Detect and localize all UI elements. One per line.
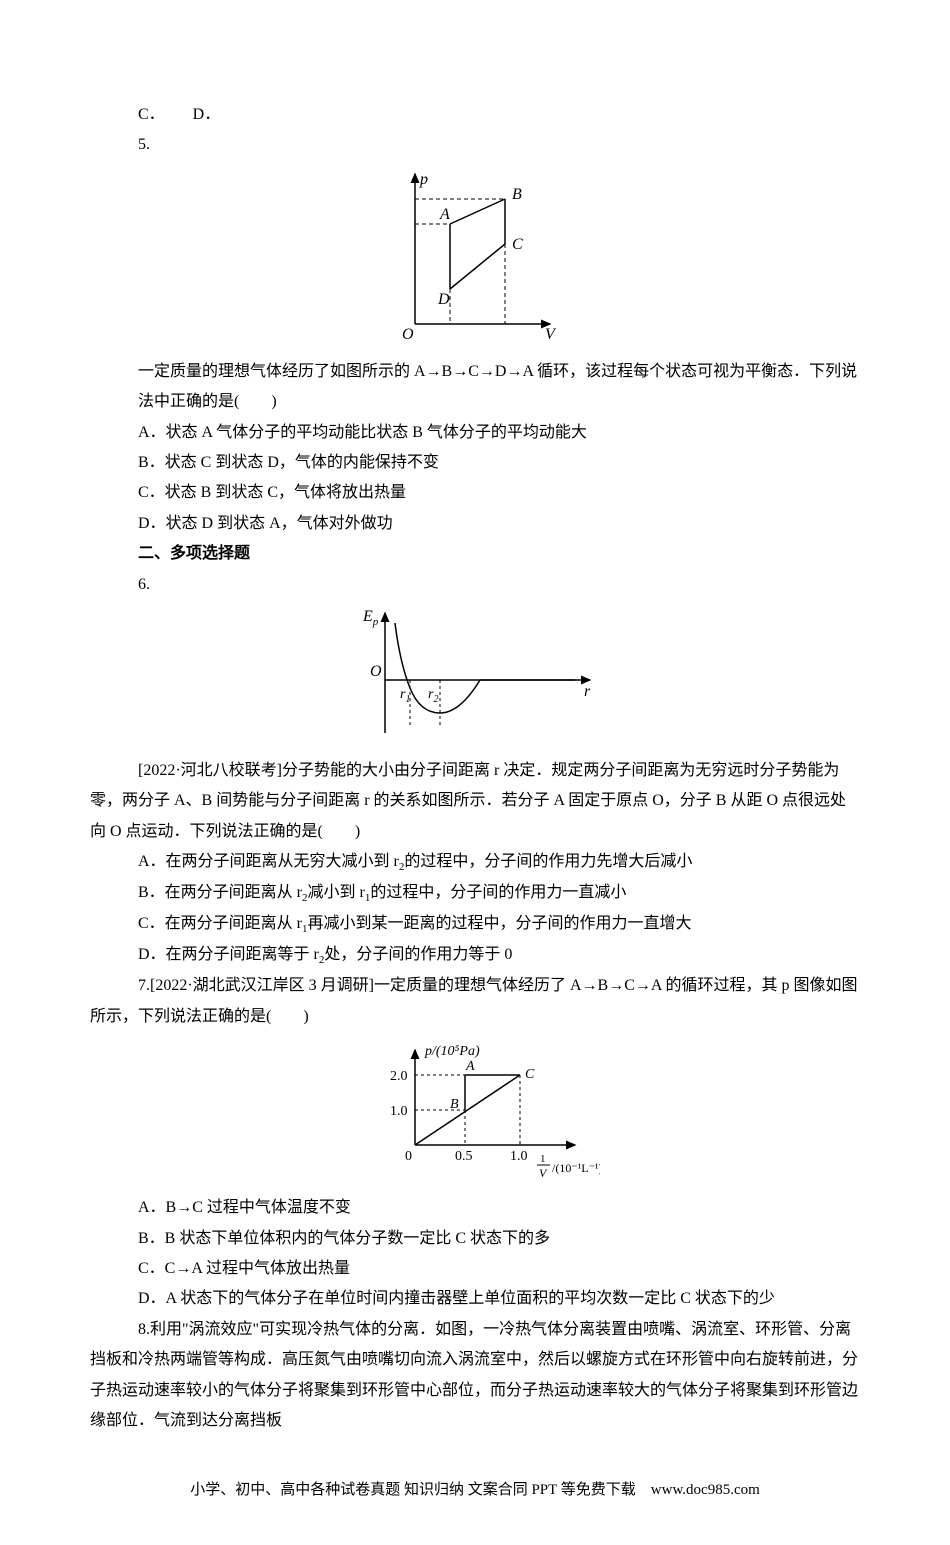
svg-text:O: O bbox=[402, 326, 414, 343]
q7-optB: B．B 状态下单位体积内的气体分子数一定比 C 状态下的多 bbox=[90, 1224, 860, 1254]
section-2-heading: 二、多项选择题 bbox=[90, 539, 860, 569]
svg-text:p/(10⁵Pa): p/(10⁵Pa) bbox=[424, 1044, 480, 1059]
svg-text:V: V bbox=[539, 1166, 548, 1180]
svg-text:p: p bbox=[419, 171, 428, 188]
q6-optD: D．在两分子间距离等于 r2处，分子间的作用力等于 0 bbox=[90, 940, 860, 971]
q7-optC: C．C→A 过程中气体放出热量 bbox=[90, 1254, 860, 1284]
q5-optC: C．状态 B 到状态 C，气体将放出热量 bbox=[90, 478, 860, 508]
q6-stem-text: [2022·河北八校联考]分子势能的大小由分子间距离 r 决定．规定两分子间距离… bbox=[90, 762, 846, 840]
q6-optB: B．在两分子间距离从 r2减小到 r1的过程中，分子间的作用力一直减小 bbox=[90, 878, 860, 909]
svg-text:D: D bbox=[437, 291, 450, 308]
svg-text:/(10⁻¹L⁻¹): /(10⁻¹L⁻¹) bbox=[552, 1161, 600, 1175]
svg-text:0.5: 0.5 bbox=[455, 1149, 473, 1164]
q6-number: 6. bbox=[90, 570, 860, 600]
q7-optD: D．A 状态下的气体分子在单位时间内撞击器壁上单位面积的平均次数一定比 C 状态… bbox=[90, 1284, 860, 1314]
svg-text:1.0: 1.0 bbox=[390, 1104, 408, 1119]
q8-stem-text: 8.利用"涡流效应"可实现冷热气体的分离．如图，一冷热气体分离装置由喷嘴、涡流室… bbox=[90, 1321, 858, 1429]
figure-p-1v: p/(10⁵Pa) 2.0 1.0 0 0.5 1.0 A B C 1 V /(… bbox=[350, 1040, 600, 1185]
svg-text:B: B bbox=[450, 1097, 459, 1112]
page-footer: 小学、初中、高中各种试卷真题 知识归纳 文案合同 PPT 等免费下载 www.d… bbox=[90, 1476, 860, 1505]
figure-ep-r: Ep O r r1 r2 bbox=[350, 608, 600, 748]
svg-text:r: r bbox=[584, 683, 591, 700]
svg-text:Ep: Ep bbox=[362, 608, 379, 628]
svg-text:C: C bbox=[512, 236, 523, 253]
svg-text:B: B bbox=[512, 186, 522, 203]
q6-stem: [2022·河北八校联考]分子势能的大小由分子间距离 r 决定．规定两分子间距离… bbox=[90, 756, 860, 847]
svg-text:A: A bbox=[439, 206, 450, 223]
q5-optA: A．状态 A 气体分子的平均动能比状态 B 气体分子的平均动能大 bbox=[90, 418, 860, 448]
svg-text:1.0: 1.0 bbox=[510, 1149, 528, 1164]
svg-text:0: 0 bbox=[405, 1149, 412, 1164]
svg-text:O: O bbox=[370, 663, 382, 680]
q5-number: 5. bbox=[90, 130, 860, 160]
q8-stem: 8.利用"涡流效应"可实现冷热气体的分离．如图，一冷热气体分离装置由喷嘴、涡流室… bbox=[90, 1315, 860, 1437]
q6-optA: A．在两分子间距离从无穷大减小到 r2的过程中，分子间的作用力先增大后减小 bbox=[90, 847, 860, 878]
q7-stem-text: 7.[2022·湖北武汉江岸区 3 月调研]一定质量的理想气体经历了 A→B→C… bbox=[90, 977, 858, 1024]
svg-text:A: A bbox=[465, 1059, 475, 1074]
q5-optD: D．状态 D 到状态 A，气体对外做功 bbox=[90, 509, 860, 539]
svg-text:V: V bbox=[545, 326, 557, 343]
svg-text:r2: r2 bbox=[428, 687, 438, 705]
figure-pv-cycle: p V O A B C D bbox=[390, 169, 560, 349]
q6-optC: C．在两分子间距离从 r1再减小到某一距离的过程中，分子间的作用力一直增大 bbox=[90, 909, 860, 940]
option-cd: C． D． bbox=[90, 100, 860, 130]
svg-text:1: 1 bbox=[540, 1153, 546, 1165]
q5-stem-text: 一定质量的理想气体经历了如图所示的 A→B→C→D→A 循环，该过程每个状态可视… bbox=[138, 363, 857, 410]
q7-optA: A．B→C 过程中气体温度不变 bbox=[90, 1193, 860, 1223]
q5-stem: 一定质量的理想气体经历了如图所示的 A→B→C→D→A 循环，该过程每个状态可视… bbox=[90, 357, 860, 418]
q5-optB: B．状态 C 到状态 D，气体的内能保持不变 bbox=[90, 448, 860, 478]
q7-stem: 7.[2022·湖北武汉江岸区 3 月调研]一定质量的理想气体经历了 A→B→C… bbox=[90, 971, 860, 1032]
svg-text:r1: r1 bbox=[400, 687, 410, 705]
svg-text:C: C bbox=[525, 1067, 535, 1082]
svg-text:2.0: 2.0 bbox=[390, 1069, 408, 1084]
